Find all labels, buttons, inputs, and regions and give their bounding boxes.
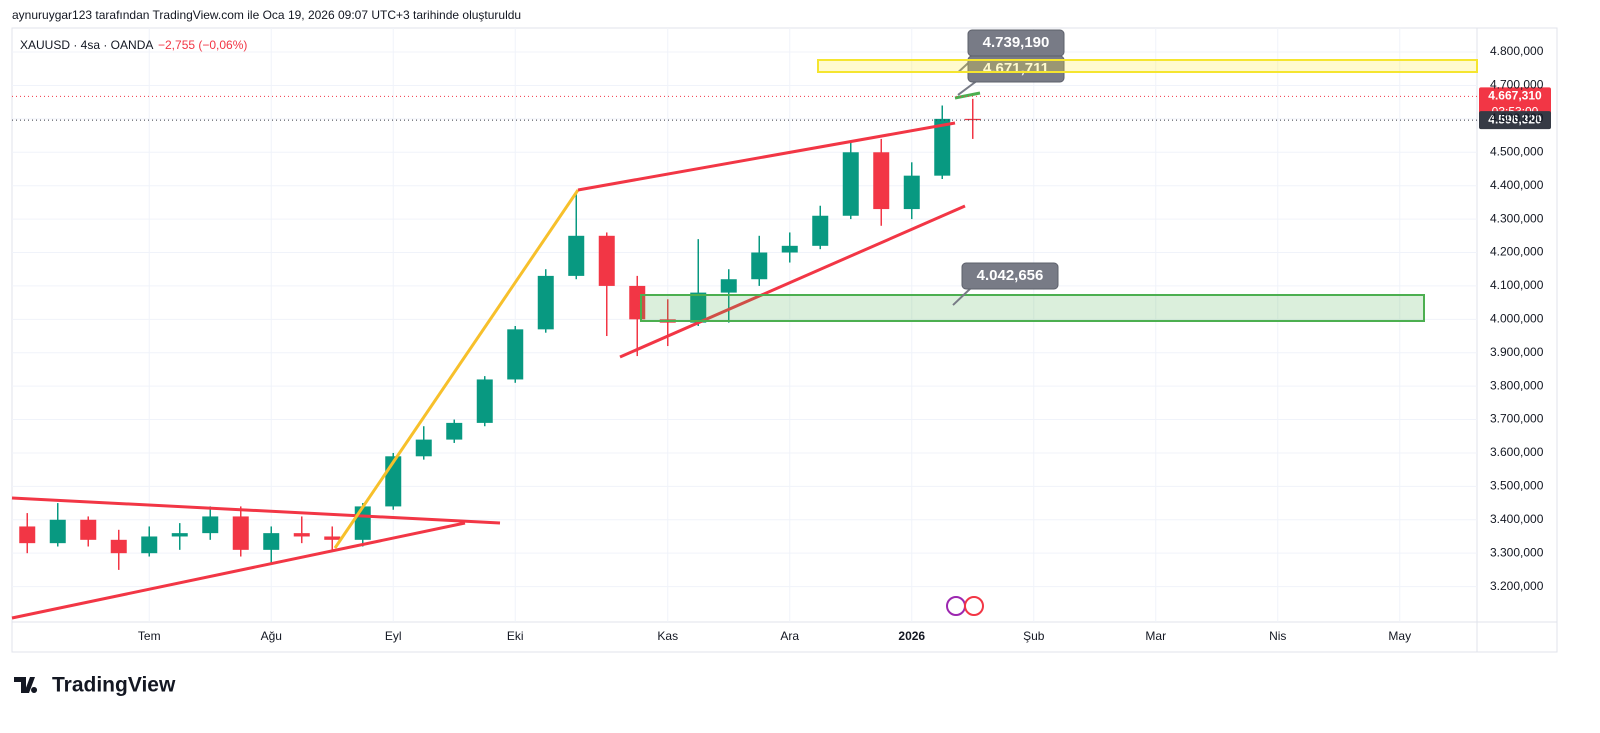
logo-mark	[14, 677, 38, 693]
x-tick-label: Nis	[1269, 629, 1286, 643]
support-zone	[640, 294, 1425, 322]
candle-body	[19, 526, 36, 544]
y-tick-label: 4.600,000	[1490, 111, 1544, 125]
candle-body	[507, 329, 524, 380]
event-icon	[964, 596, 984, 616]
candle-body	[354, 506, 371, 540]
chart-frame	[11, 27, 1558, 653]
candle-body	[873, 152, 890, 210]
candle-body	[690, 292, 707, 323]
callout-pointer	[952, 286, 973, 306]
candles	[19, 98, 981, 570]
brand-name: TradingView	[52, 674, 176, 697]
trend-line	[333, 189, 580, 549]
brand-logo: TradingView	[14, 674, 176, 697]
candle-body	[293, 533, 310, 537]
price-change: −2,755 (−0,06%)	[158, 38, 247, 52]
price-tag	[1479, 111, 1551, 130]
candle-body	[263, 533, 280, 550]
x-tick-label: May	[1388, 629, 1411, 643]
x-tick-label: Ağu	[261, 629, 282, 643]
y-tick-label: 3.400,000	[1490, 512, 1544, 526]
drawings	[11, 91, 1425, 620]
candle-body	[934, 118, 951, 176]
attribution: aynuruygar123 tarafından TradingView.com…	[12, 8, 521, 22]
candle-body	[324, 536, 341, 540]
y-tick-label: 3.300,000	[1490, 545, 1544, 559]
trend-line	[11, 496, 501, 525]
x-tick-label: Şub	[1023, 629, 1045, 643]
y-tick-label: 4.500,000	[1490, 144, 1544, 158]
x-tick-label: Mar	[1145, 629, 1166, 643]
price-tag-label: 4.667,310	[1488, 89, 1542, 103]
resistance-zone	[817, 59, 1478, 73]
y-tick-label: 3.200,000	[1490, 579, 1544, 593]
projection-line	[954, 91, 981, 100]
y-tick-label: 3.900,000	[1490, 345, 1544, 359]
x-tick-label: 2026	[898, 629, 925, 643]
candle-body	[537, 275, 554, 330]
x-tick-label: Tem	[138, 629, 161, 643]
callout-label: 4.739,190	[983, 34, 1050, 51]
y-tick-label: 4.400,000	[1490, 178, 1544, 192]
symbol-title: XAUUSD · 4sa · OANDA	[20, 38, 153, 52]
overlay: 4.739,1904.671,7114.042,6564.667,31003:5…	[12, 29, 1551, 306]
y-tick-label: 4.800,000	[1490, 44, 1544, 58]
y-tick-label: 3.600,000	[1490, 445, 1544, 459]
y-tick-label: 3.800,000	[1490, 378, 1544, 392]
events-icon	[946, 596, 984, 616]
x-tick-label: Kas	[657, 629, 678, 643]
callout-box	[961, 262, 1059, 290]
candle-body	[202, 516, 219, 534]
candle-body	[842, 152, 859, 216]
candle-body	[49, 519, 66, 544]
candle-body	[720, 279, 737, 293]
event-icon	[946, 596, 966, 616]
candle-body	[781, 245, 798, 253]
callout-box	[967, 55, 1065, 83]
candle-body	[903, 175, 920, 210]
candle-body	[80, 519, 97, 540]
y-tick-label: 4.700,000	[1490, 78, 1544, 92]
y-tick-label: 4.100,000	[1490, 278, 1544, 292]
trend-line	[619, 204, 966, 359]
candle-body	[964, 118, 981, 121]
trend-line	[577, 121, 956, 192]
x-tick-label: Ara	[780, 629, 799, 643]
candle-body	[568, 235, 585, 276]
candle-body	[171, 533, 188, 537]
trend-line	[11, 521, 466, 620]
y-tick-label: 4.300,000	[1490, 211, 1544, 225]
y-tick-label: 4.000,000	[1490, 311, 1544, 325]
candle-body	[598, 235, 615, 286]
candle-body	[415, 439, 432, 457]
y-tick-label: 3.500,000	[1490, 479, 1544, 493]
candle-body	[141, 536, 158, 554]
callout-label: 4.042,656	[977, 267, 1044, 284]
x-tick-label: Eyl	[385, 629, 402, 643]
candle-body	[812, 215, 829, 246]
y-tick-label: 4.200,000	[1490, 245, 1544, 259]
candle-body	[110, 539, 127, 554]
candle-body	[446, 422, 463, 440]
x-tick-label: Eki	[507, 629, 524, 643]
candle-body	[232, 516, 249, 550]
y-tick-label: 3.700,000	[1490, 412, 1544, 426]
candle-body	[476, 379, 493, 423]
price-tag-label: 4.596,320	[1488, 112, 1542, 126]
grid	[12, 28, 1477, 622]
candle-body	[751, 252, 768, 280]
